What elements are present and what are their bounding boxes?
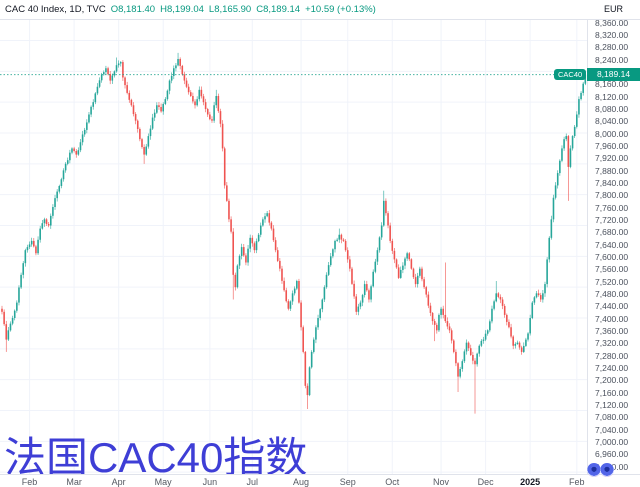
price-axis-label: 7,240.00: [595, 362, 629, 373]
eyes-sticker[interactable]: [587, 463, 617, 478]
change-value: +10.59 (+0.13%): [305, 4, 376, 15]
low-value: 8,165.90: [214, 4, 252, 15]
symbol-title: CAC 40 Index, 1D, TVC: [5, 4, 106, 15]
price-axis-label: 7,080.00: [595, 412, 629, 423]
currency-label: EUR: [603, 4, 623, 14]
price-axis-label: 7,480.00: [595, 288, 629, 299]
close-value: 8,189.14: [263, 4, 301, 15]
price-axis-label: 7,920.00: [595, 153, 629, 164]
price-axis-label: 7,400.00: [595, 313, 629, 324]
price-axis-label: 7,680.00: [595, 227, 629, 238]
price-axis-label: 8,000.00: [595, 128, 629, 139]
price-axis-label: 7,840.00: [595, 177, 629, 188]
time-axis-label: 2025: [520, 477, 541, 487]
price-axis-label: 8,280.00: [595, 42, 629, 53]
open-value: 8,181.40: [118, 4, 156, 15]
last-price-symbol-pill: CAC40: [554, 69, 587, 81]
price-axis-label: 7,880.00: [595, 165, 629, 176]
price-axis-label: 8,120.00: [595, 91, 629, 102]
open-label: O: [110, 4, 119, 15]
price-axis-label: 7,280.00: [595, 350, 629, 361]
low-label: L: [208, 4, 215, 15]
price-axis-label: 8,080.00: [595, 103, 629, 114]
price-axis-label: 7,320.00: [595, 338, 629, 349]
time-axis-label: Feb: [569, 477, 585, 487]
time-axis-label: Apr: [111, 477, 126, 487]
price-axis-label: 8,240.00: [595, 54, 629, 65]
price-axis-label: 6,960.00: [595, 449, 629, 460]
time-axis-label: Mar: [66, 477, 82, 487]
price-axis-label: 7,360.00: [595, 325, 629, 336]
high-label: H: [160, 4, 167, 15]
close-label: C: [256, 4, 264, 15]
time-axis-label: Dec: [477, 477, 494, 487]
price-axis-label: 7,960.00: [595, 140, 629, 151]
price-axis-label: 7,040.00: [595, 424, 629, 435]
price-axis-label: 7,440.00: [595, 301, 629, 312]
time-axis-label: Nov: [433, 477, 450, 487]
pane-header: [0, 0, 640, 20]
eye-icon: [600, 463, 614, 477]
price-axis-label: 8,040.00: [595, 116, 629, 127]
time-axis[interactable]: Feb Mar Apr May Jun Jul Aug Sep Oct Nov Dec 2025 Feb: [0, 474, 640, 487]
price-axis-label: 7,000.00: [595, 436, 629, 447]
price-axis-label: 7,200.00: [595, 375, 629, 386]
price-axis-label: 7,520.00: [595, 276, 629, 287]
price-axis-label: 7,120.00: [595, 399, 629, 410]
time-axis-label: Feb: [21, 477, 38, 487]
price-axis-label: 8,320.00: [595, 29, 629, 40]
price-axis-label: 7,600.00: [595, 251, 629, 262]
price-axis-label: 8,360.00: [595, 17, 629, 28]
price-axis-label: 7,800.00: [595, 190, 629, 201]
symbol-legend: CAC 40 Index, 1D, TVC O8,181.40 H8,199.04 L…: [5, 4, 376, 15]
price-axis-label: 7,720.00: [595, 214, 629, 225]
time-axis-label: Jul: [246, 477, 259, 487]
time-axis-label: Oct: [385, 477, 400, 487]
eye-icon: [587, 463, 601, 477]
time-axis-label: Jun: [202, 477, 218, 487]
price-axis-label: 7,640.00: [595, 239, 629, 250]
price-axis-label: 7,160.00: [595, 387, 629, 398]
time-axis-label: May: [154, 477, 172, 487]
high-value: 8,199.04: [166, 4, 204, 15]
watermark-title: 法国CAC40指数: [4, 434, 308, 481]
last-price-tag: 8,189.14: [587, 68, 640, 82]
price-axis[interactable]: 8,360.008,320.008,280.008,240.008,200.00…: [587, 17, 640, 474]
price-axis-label: 7,760.00: [595, 202, 629, 213]
time-axis-label: Sep: [339, 477, 356, 487]
price-axis-label: 7,560.00: [595, 264, 629, 275]
time-axis-label: Aug: [293, 477, 310, 487]
price-axis-label: 8,160.00: [595, 79, 629, 90]
